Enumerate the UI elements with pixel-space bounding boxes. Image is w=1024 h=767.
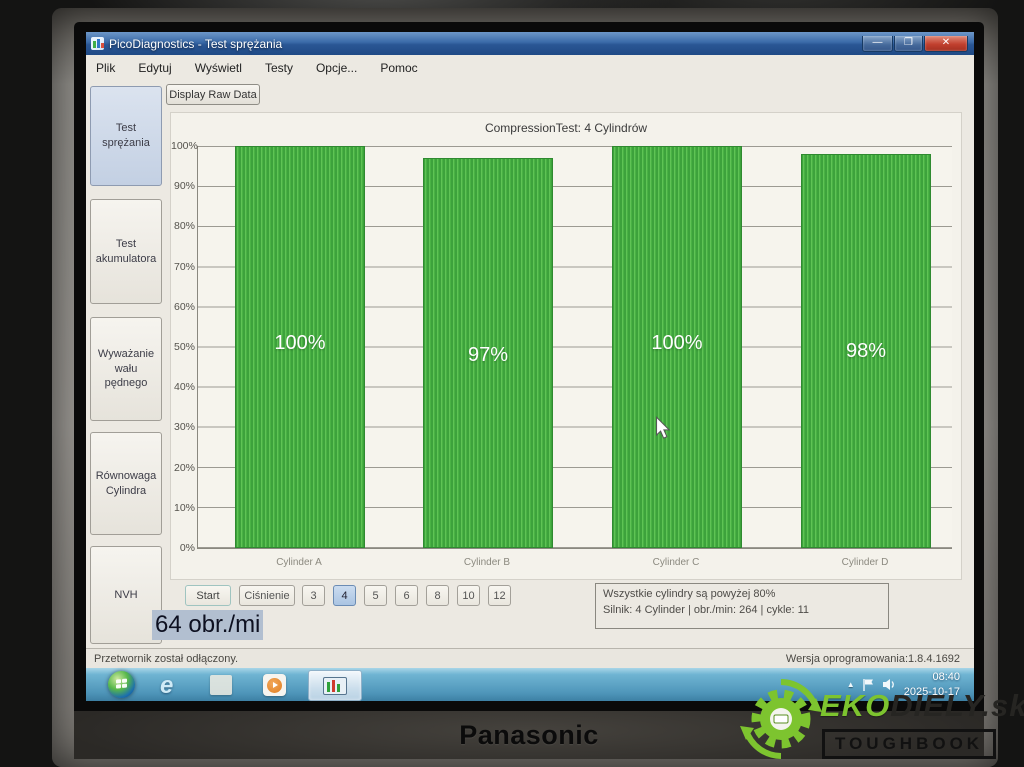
- clock-time: 08:40: [932, 671, 960, 684]
- cylinder-count-12[interactable]: 12: [488, 585, 511, 606]
- window-title: PicoDiagnostics - Test sprężania: [109, 36, 283, 51]
- sidebar-item-wywazanie-walu[interactable]: Wyważanie wału pędnego: [90, 317, 162, 421]
- compression-chart: CompressionTest: 4 Cylindrów 100% 90% 80…: [170, 112, 962, 580]
- maximize-button[interactable]: ❐: [894, 35, 923, 52]
- menu-pomoc[interactable]: Pomoc: [380, 61, 418, 75]
- media-player-icon[interactable]: [263, 674, 286, 696]
- bottom-bezel: Panasonic: [74, 711, 984, 759]
- status-message: Przetwornik został odłączony.: [94, 653, 239, 665]
- pressure-button[interactable]: Ciśnienie: [239, 585, 295, 606]
- bar-cylinder-c: 100%: [612, 146, 742, 548]
- bar-value-label: 97%: [467, 344, 509, 367]
- internet-explorer-icon[interactable]: e: [160, 672, 174, 699]
- screen-bezel: PicoDiagnostics - Test sprężania — ❐ ✕ P…: [74, 22, 984, 759]
- x-label-cylinder-b: Cylinder B: [463, 557, 511, 568]
- software-version: Wersja oprogramowania:1.8.4.1692: [785, 653, 960, 665]
- cylinder-count-8[interactable]: 8: [426, 585, 449, 606]
- results-box: Wszystkie cylindry są powyżej 80% Silnik…: [595, 583, 889, 629]
- close-button[interactable]: ✕: [924, 35, 968, 52]
- minimize-button[interactable]: —: [862, 35, 893, 52]
- bar-cylinder-a: 100%: [235, 146, 365, 548]
- cylinder-count-5[interactable]: 5: [364, 585, 387, 606]
- oscilloscope-icon: [323, 676, 347, 695]
- y-tick: 60%: [173, 301, 195, 313]
- y-tick: 80%: [173, 220, 195, 232]
- results-line-1: Wszystkie cylindry są powyżej 80%: [603, 588, 776, 600]
- status-bar: Przetwornik został odłączony. Wersja opr…: [86, 648, 974, 669]
- sidebar-item-test-akumulatora[interactable]: Test akumulatora: [90, 199, 162, 304]
- windows-flag-icon: [115, 678, 128, 690]
- bar-value-label: 100%: [274, 332, 326, 354]
- menu-edytuj[interactable]: Edytuj: [138, 61, 172, 75]
- y-tick: 30%: [173, 421, 195, 433]
- bar-value-label: 100%: [651, 332, 703, 354]
- system-tray: ▲ 08:40 2025-10-17: [847, 668, 960, 701]
- y-tick: 20%: [173, 462, 195, 474]
- sidebar-item-test-sprezania[interactable]: Test sprężania: [90, 86, 162, 186]
- menu-plik[interactable]: Plik: [96, 61, 116, 75]
- volume-icon[interactable]: [882, 678, 897, 691]
- cylinder-count-6[interactable]: 6: [395, 585, 418, 606]
- bar-value-label: 98%: [845, 340, 887, 363]
- taskbar: e ▲: [86, 668, 974, 701]
- app-icon: [91, 37, 104, 50]
- cylinder-count-10[interactable]: 10: [457, 585, 480, 606]
- play-icon: [267, 677, 282, 693]
- tray-expand-icon[interactable]: ▲: [846, 680, 855, 689]
- start-button-orb[interactable]: [108, 671, 135, 698]
- cylinder-count-selector: 3 4 5 6 8 10 12: [302, 585, 511, 606]
- y-tick: 10%: [173, 502, 195, 514]
- bar-cylinder-d: 98%: [801, 154, 931, 548]
- cylinder-count-3[interactable]: 3: [302, 585, 325, 606]
- sidebar-item-nvh[interactable]: NVH: [90, 546, 162, 644]
- menu-opcje[interactable]: Opcje...: [315, 61, 358, 75]
- title-bar: PicoDiagnostics - Test sprężania — ❐ ✕: [86, 32, 974, 55]
- start-button[interactable]: Start: [185, 585, 231, 606]
- action-center-flag-icon[interactable]: [862, 678, 875, 692]
- chart-title: CompressionTest: 4 Cylindrów: [484, 121, 648, 135]
- laptop-body: PicoDiagnostics - Test sprężania — ❐ ✕ P…: [52, 8, 998, 767]
- y-tick: 100%: [171, 140, 198, 152]
- rpm-readout[interactable]: 64 obr./mi: [152, 610, 264, 640]
- x-label-cylinder-c: Cylinder C: [652, 557, 700, 568]
- panasonic-logo: Panasonic: [459, 719, 599, 750]
- document-icon[interactable]: [210, 675, 232, 695]
- picodiagnostics-task-button[interactable]: [308, 670, 362, 701]
- y-tick: 40%: [173, 381, 195, 393]
- x-label-cylinder-d: Cylinder D: [841, 557, 889, 568]
- y-tick: 90%: [173, 180, 195, 192]
- clock-date: 2025-10-17: [903, 685, 960, 698]
- menu-bar: Plik Edytuj Wyświetl Testy Opcje... Pomo…: [86, 55, 974, 81]
- x-label-cylinder-a: Cylinder A: [276, 557, 322, 568]
- menu-wyswietl[interactable]: Wyświetl: [194, 61, 242, 75]
- y-tick: 0%: [179, 542, 195, 554]
- y-tick: 50%: [173, 341, 195, 353]
- bar-cylinder-b: 97%: [423, 158, 553, 548]
- taskbar-clock[interactable]: 08:40 2025-10-17: [904, 670, 960, 699]
- cylinder-count-4[interactable]: 4: [333, 585, 356, 606]
- sidebar-item-rownowaga-cylindra[interactable]: Równowaga Cylindra: [90, 432, 162, 535]
- display-raw-data-button[interactable]: Display Raw Data: [166, 84, 260, 105]
- results-line-2: Silnik: 4 Cylinder | obr./min: 264 | cyk…: [603, 603, 810, 616]
- y-tick: 70%: [173, 261, 195, 273]
- lcd-screen: PicoDiagnostics - Test sprężania — ❐ ✕ P…: [86, 32, 974, 701]
- chart-plot-area: 100% 90% 80% 70% 60% 50% 40% 30% 20% 10%…: [171, 140, 952, 554]
- menu-testy[interactable]: Testy: [264, 61, 293, 75]
